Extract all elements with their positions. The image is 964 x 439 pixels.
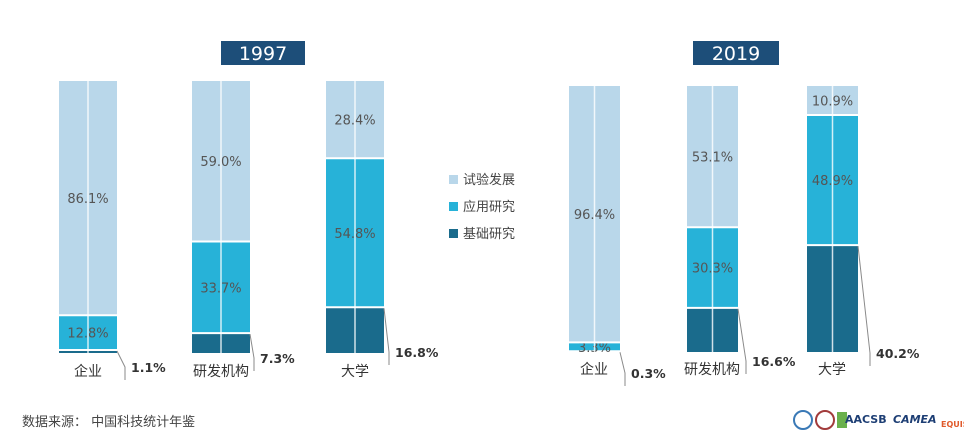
leader-line: [383, 308, 390, 365]
chart-title-box-1997: [221, 41, 305, 65]
data-label-2019-2-0: 40.2%: [876, 346, 920, 361]
data-label-1997-0-0: 1.1%: [131, 360, 166, 375]
category-label-1997-2: 大学: [341, 364, 369, 380]
aacsb-mark-icon: [837, 412, 847, 428]
equis-logo-icon: EQUIS: [941, 420, 964, 429]
data-label-2019-1-0: 16.6%: [752, 354, 796, 369]
legend-label-0: 试验发展: [463, 172, 515, 188]
legend-swatch-1: [449, 202, 458, 211]
leader-line: [857, 246, 871, 366]
data-label-1997-1-0: 7.3%: [260, 351, 295, 366]
data-label-1997-2-0: 16.8%: [395, 345, 439, 360]
university-seal-icon: [793, 410, 813, 430]
legend-swatch-2: [449, 229, 458, 238]
chart-title-box-2019: [693, 41, 779, 65]
camea-logo-icon: CAMEA: [893, 413, 937, 426]
category-label-1997-0: 企业: [74, 363, 102, 380]
data-label-2019-0-0: 0.3%: [631, 366, 666, 381]
chart-title-2019: 2019: [712, 43, 760, 65]
category-label-2019-0: 企业: [580, 361, 608, 378]
leader-line: [116, 350, 126, 380]
leader-line: [619, 352, 626, 386]
legend-label-1: 应用研究: [463, 199, 515, 215]
leader-line: [737, 308, 747, 374]
school-emblem-icon: [815, 410, 835, 430]
data-source-note: 数据来源： 中国科技统计年鉴: [22, 415, 196, 430]
legend-label-2: 基础研究: [463, 227, 515, 242]
accreditation-logos: AACSB CAMEA EQUIS: [793, 408, 964, 436]
category-label-2019-2: 大学: [818, 362, 846, 378]
chart-title-1997: 1997: [239, 43, 287, 65]
category-label-1997-1: 研发机构: [193, 364, 249, 380]
leader-line: [249, 334, 255, 371]
legend-swatch-0: [449, 175, 458, 184]
aacsb-logo-icon: AACSB: [845, 413, 887, 426]
category-label-2019-1: 研发机构: [684, 362, 740, 378]
